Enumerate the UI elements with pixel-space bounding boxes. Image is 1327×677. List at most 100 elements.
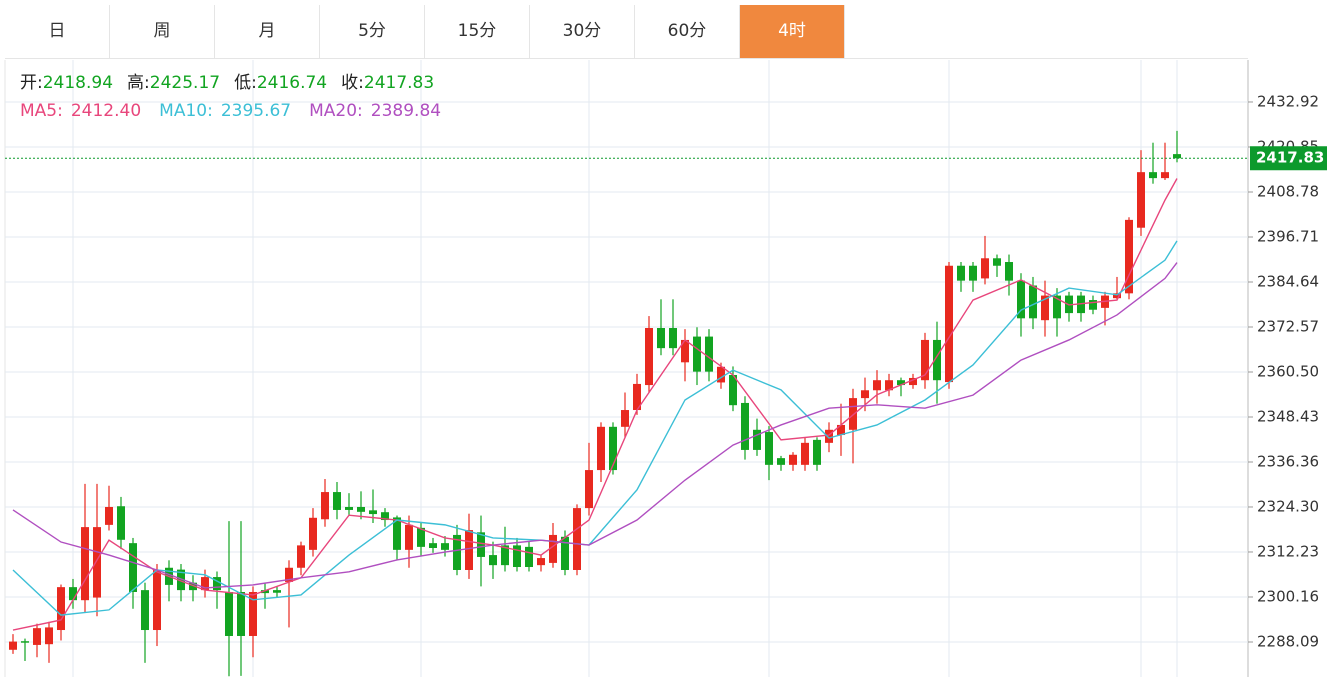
legend-value: 2395.67 [221, 101, 291, 121]
candle-body [633, 383, 641, 411]
candle-body [897, 380, 905, 386]
candle-body [1041, 295, 1049, 321]
candle-body [1005, 262, 1013, 281]
legend-name: MA10: [159, 101, 213, 121]
period-tab[interactable]: 周 [110, 5, 215, 58]
y-tick-label: 2384.64 [1257, 272, 1319, 290]
candle-body [741, 402, 749, 450]
candle-body [489, 555, 497, 566]
candle-body [69, 587, 77, 601]
period-tab[interactable]: 60分 [635, 5, 740, 58]
candle-body [1017, 280, 1025, 319]
header-label: 高: [127, 73, 150, 93]
candle-body [81, 527, 89, 601]
candle-body [237, 591, 245, 636]
candle-body [345, 506, 353, 510]
period-tab[interactable]: 30分 [530, 5, 635, 58]
candle-body [753, 429, 761, 450]
legend-value: 2412.40 [71, 101, 141, 121]
candle-body [1113, 293, 1121, 299]
candle-body [921, 339, 929, 381]
candle-body [93, 527, 101, 598]
candle-body [885, 380, 893, 391]
candle-body [1149, 172, 1157, 179]
candle-body [417, 527, 425, 547]
candle-body [561, 536, 569, 570]
period-tab[interactable]: 月 [215, 5, 320, 58]
candle-body [261, 590, 269, 594]
last-price-box [1250, 146, 1327, 171]
candle-body [1161, 172, 1169, 179]
candle-body [405, 524, 413, 550]
candle-body [429, 543, 437, 548]
candle-body [1089, 300, 1097, 310]
candle-body [573, 508, 581, 570]
y-tick-label: 2396.71 [1257, 227, 1319, 245]
header-label: 收: [341, 73, 364, 93]
candle-body [933, 339, 941, 381]
legend-value: 2389.84 [371, 101, 441, 121]
y-tick-label: 2300.16 [1257, 587, 1319, 605]
header-label: 低: [234, 73, 257, 93]
candle-body [981, 258, 989, 279]
candle-body [789, 454, 797, 465]
y-tick-label: 2324.30 [1257, 497, 1319, 515]
candle-body [9, 641, 17, 650]
period-tab[interactable]: 日 [5, 5, 110, 58]
candle-body [249, 591, 257, 636]
candle-body [189, 582, 197, 591]
candle-body [681, 339, 689, 363]
candle-body [285, 567, 293, 582]
candle-body [33, 628, 41, 645]
last-price-label: 2417.83 [1256, 149, 1324, 167]
legend-name: MA20: [309, 101, 363, 121]
candle-body [645, 328, 653, 386]
candle-body [501, 545, 509, 566]
candle-body [873, 380, 881, 391]
candle-body [861, 390, 869, 399]
period-tabs: 日周月 5分 15分 30分 60分 4时 [5, 5, 1248, 59]
period-tab[interactable]: 15分 [425, 5, 530, 58]
candle-body [477, 532, 485, 557]
y-tick-label: 2372.57 [1257, 318, 1319, 336]
candle-body [357, 506, 365, 512]
candle-body [513, 545, 521, 568]
candle-body [837, 424, 845, 436]
candle-body [333, 492, 341, 510]
candle-body [777, 458, 785, 465]
candle-body [381, 512, 389, 521]
candle-body [321, 492, 329, 520]
candle-body [1053, 295, 1061, 319]
y-tick-label: 2336.36 [1257, 453, 1319, 471]
candle-body [945, 265, 953, 383]
candle-body [441, 543, 449, 550]
period-tab[interactable]: 4时 [740, 5, 845, 58]
candle-body [45, 627, 53, 645]
candle-body [465, 530, 473, 570]
y-tick-label: 2312.23 [1257, 542, 1319, 560]
candle-body [537, 558, 545, 566]
candle-body [1137, 172, 1145, 228]
candle-body [393, 517, 401, 550]
y-tick-label: 2288.09 [1257, 632, 1319, 650]
period-tab[interactable]: 5分 [320, 5, 425, 58]
candle-body [201, 577, 209, 591]
candle-body [825, 429, 833, 443]
candle-body [705, 336, 713, 372]
header-value: 2425.17 [150, 73, 220, 93]
candle-body [225, 591, 233, 636]
candle-body [813, 439, 821, 465]
candle-body [153, 569, 161, 631]
candle-body [801, 442, 809, 465]
header-value: 2417.83 [364, 73, 434, 93]
candle-body [297, 545, 305, 568]
candle-body [657, 328, 665, 349]
ma-legend: MA5: 2412.40 MA10: 2395.67 MA20: 2389.84 [20, 101, 441, 121]
candle-body [453, 534, 461, 570]
candle-body [621, 410, 629, 427]
candle-body [549, 534, 557, 563]
candle-body [765, 432, 773, 465]
candle-body [597, 426, 605, 471]
ma-line [12, 178, 1178, 631]
